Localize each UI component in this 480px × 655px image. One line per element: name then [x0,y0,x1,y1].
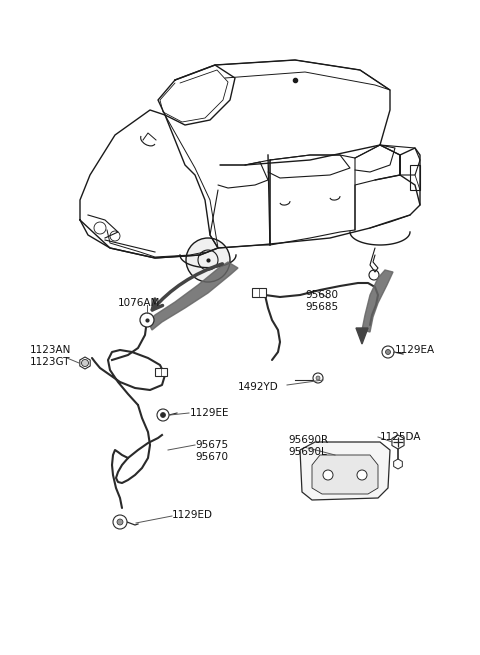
Polygon shape [312,455,378,494]
Circle shape [316,376,320,380]
Polygon shape [356,328,368,344]
Bar [252,288,266,297]
Polygon shape [362,270,393,332]
Polygon shape [80,357,90,369]
Circle shape [313,373,323,383]
Text: 1492YD: 1492YD [238,382,279,392]
Polygon shape [394,459,402,469]
Circle shape [357,470,367,480]
Text: 1129ED: 1129ED [172,510,213,520]
Polygon shape [300,442,390,500]
Circle shape [157,409,169,421]
Text: 1129EA: 1129EA [395,345,435,355]
Text: 1076AM: 1076AM [118,298,160,308]
Polygon shape [392,435,404,449]
Text: 1129EE: 1129EE [190,408,229,418]
Circle shape [140,313,154,327]
Circle shape [382,346,394,358]
Polygon shape [148,262,238,330]
Circle shape [186,238,230,282]
Bar [410,165,420,190]
Circle shape [385,350,391,354]
Text: 1125DA: 1125DA [380,432,421,442]
Circle shape [160,413,166,417]
Text: 1123AN
1123GT: 1123AN 1123GT [30,345,72,367]
Text: 95690R
95690L: 95690R 95690L [288,435,328,457]
Bar [155,368,167,376]
Circle shape [82,360,88,367]
Text: 95675
95670: 95675 95670 [195,440,228,462]
Circle shape [323,470,333,480]
Circle shape [113,515,127,529]
Circle shape [117,519,123,525]
Text: 95680
95685: 95680 95685 [305,290,338,312]
